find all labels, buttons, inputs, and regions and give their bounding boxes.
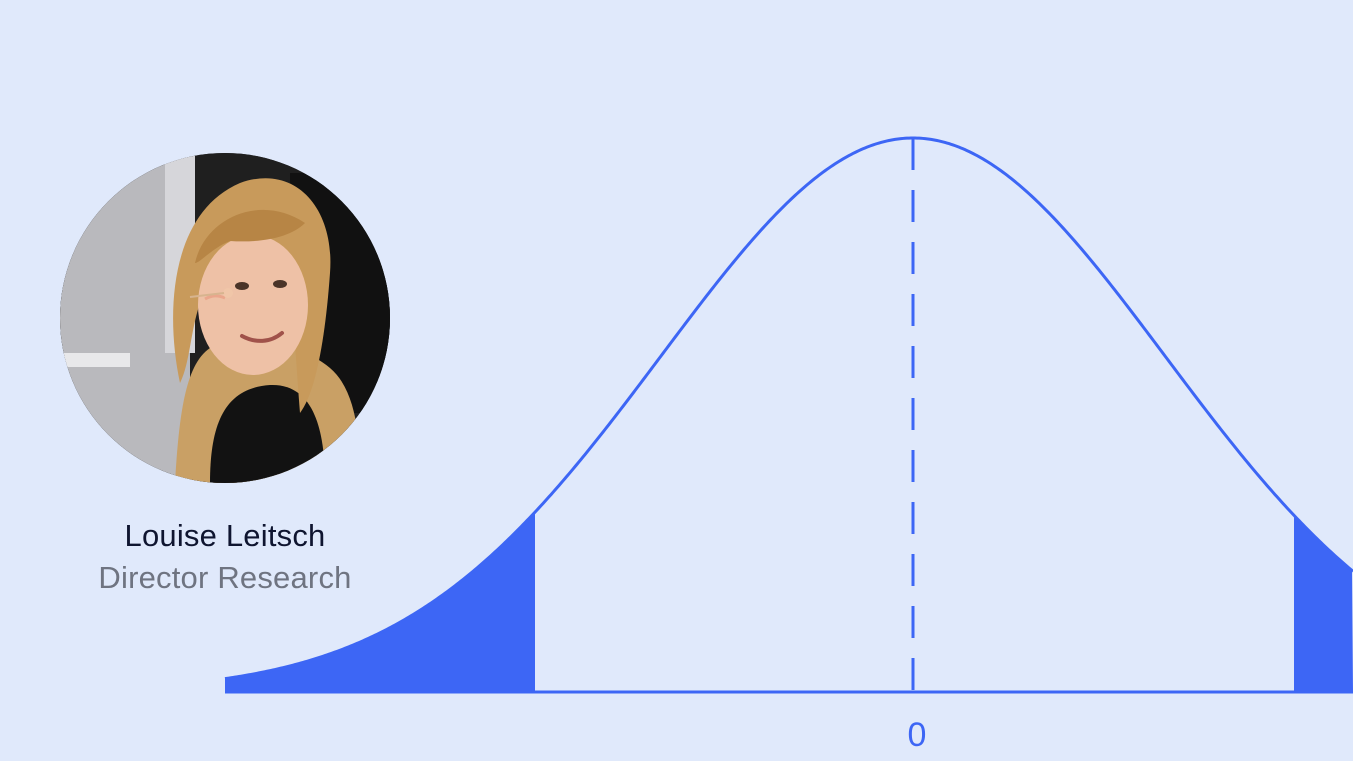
portrait-photo (60, 153, 390, 483)
left-tail-shaded-region (225, 512, 535, 692)
normal-distribution-curve (224, 136, 1353, 681)
avatar (60, 153, 390, 483)
x-axis-center-label: 0 (908, 716, 927, 754)
person-name: Louise Leitsch (124, 518, 326, 553)
person-title: Director Research (98, 560, 352, 595)
right-tail-shaded-region (1294, 515, 1353, 692)
